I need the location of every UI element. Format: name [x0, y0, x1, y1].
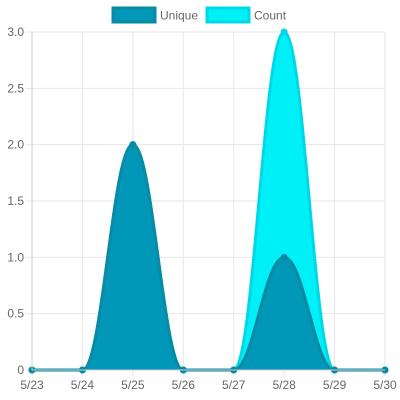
data-point-count[interactable] — [280, 28, 288, 36]
legend-item-unique[interactable]: Unique — [111, 6, 198, 24]
y-tick-label: 1.5 — [7, 194, 24, 208]
y-tick-label: 0.5 — [7, 307, 24, 321]
legend-item-count[interactable]: Count — [205, 6, 287, 24]
legend-label-count: Count — [254, 9, 287, 23]
x-tick-label: 5/23 — [20, 378, 44, 392]
x-tick-label: 5/27 — [222, 378, 246, 392]
y-tick-label: 0 — [17, 363, 24, 377]
x-tick-label: 5/28 — [272, 378, 296, 392]
x-tick-label: 5/24 — [71, 378, 95, 392]
legend-swatch-unique — [111, 6, 157, 24]
y-tick-label: 2.5 — [7, 81, 24, 95]
legend-swatch-count — [205, 6, 251, 24]
y-tick-label: 3.0 — [7, 25, 24, 39]
grid — [26, 31, 386, 376]
y-tick-label: 2.0 — [7, 138, 24, 152]
area-fill-unique — [32, 144, 385, 370]
x-tick-label: 5/30 — [373, 378, 397, 392]
axes: 0 0.5 1.0 1.5 2.0 2.5 3.0 5/23 5/24 5/25 5/26 5/27 5… — [7, 25, 397, 392]
x-tick-label: 5/26 — [172, 378, 196, 392]
data-point-unique[interactable] — [280, 253, 288, 261]
x-tick-label: 5/29 — [323, 378, 347, 392]
x-tick-label: 5/25 — [121, 378, 145, 392]
data-point-unique[interactable] — [129, 141, 137, 149]
y-tick-label: 1.0 — [7, 250, 24, 264]
legend: Unique Count — [111, 6, 287, 24]
legend-label-unique: Unique — [160, 9, 198, 23]
